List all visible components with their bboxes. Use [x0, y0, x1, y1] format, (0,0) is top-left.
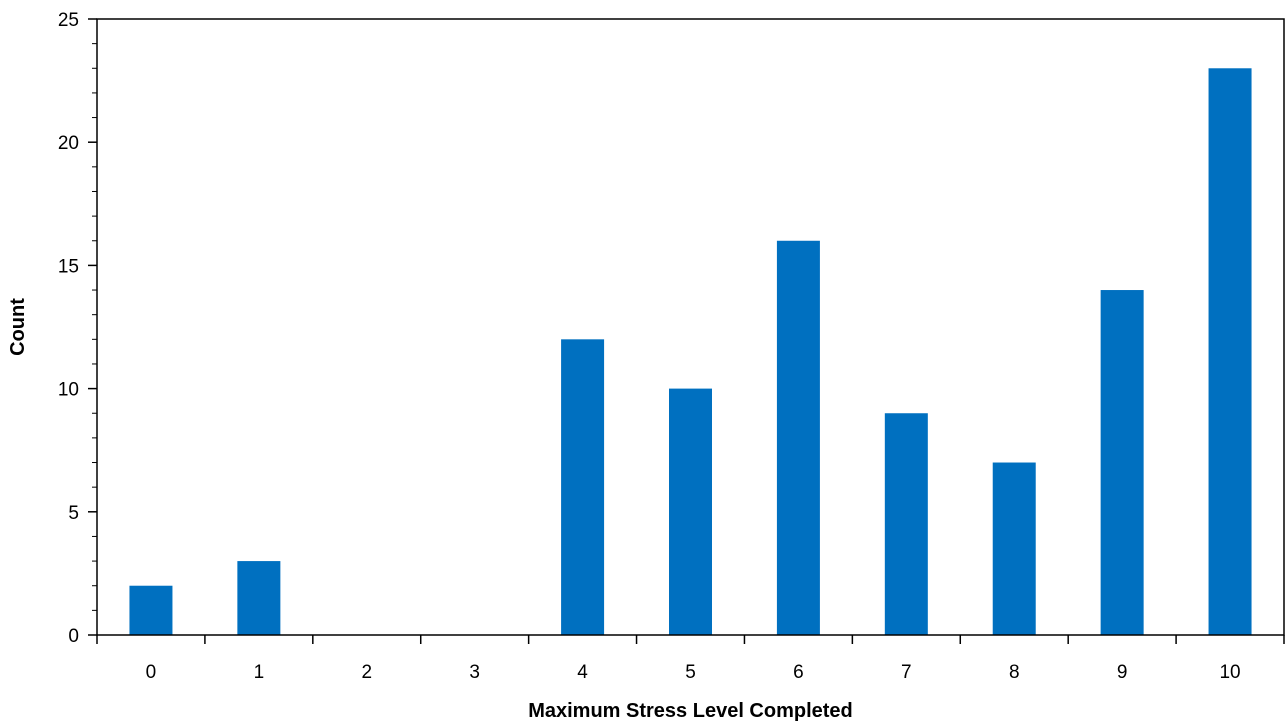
plot-area-frame	[96, 18, 1285, 636]
bar-5	[669, 388, 712, 635]
x-tick-label: 10	[1219, 662, 1240, 683]
bar-1	[237, 561, 281, 635]
y-tick-label: 5	[68, 503, 79, 524]
bars	[129, 68, 1252, 635]
x-axis-tick-labels: 0 1 2 3 4 5 6 7 8 9 10	[146, 662, 1241, 683]
y-axis-minor-ticks	[92, 43, 97, 611]
x-tick-label: 5	[685, 662, 696, 683]
y-tick-label: 20	[58, 133, 79, 154]
y-axis-major-ticks	[88, 18, 97, 636]
y-tick-label: 10	[58, 380, 79, 401]
x-tick-label: 0	[146, 662, 157, 683]
y-tick-label: 0	[68, 626, 79, 647]
x-axis-title: Maximum Stress Level Completed	[528, 700, 853, 722]
x-tick-label: 2	[361, 662, 372, 683]
bar-4	[561, 339, 605, 635]
bar-0	[129, 585, 173, 635]
bar-9	[1100, 290, 1144, 635]
x-tick-label: 4	[577, 662, 588, 683]
y-tick-label: 15	[58, 256, 79, 277]
x-tick-label: 9	[1117, 662, 1128, 683]
x-tick-label: 8	[1009, 662, 1020, 683]
bar-8	[992, 462, 1036, 635]
x-tick-label: 7	[901, 662, 912, 683]
x-axis-ticks	[96, 635, 1285, 644]
x-tick-label: 3	[469, 662, 480, 683]
x-tick-label: 1	[254, 662, 265, 683]
bar-6	[776, 240, 820, 635]
y-tick-label: 25	[58, 10, 79, 31]
y-axis-tick-labels: 0 5 10 15 20 25	[58, 10, 79, 647]
x-tick-label: 6	[793, 662, 804, 683]
bar-10	[1208, 68, 1252, 635]
y-axis-title: Count	[7, 298, 29, 356]
bar-7	[884, 413, 928, 635]
